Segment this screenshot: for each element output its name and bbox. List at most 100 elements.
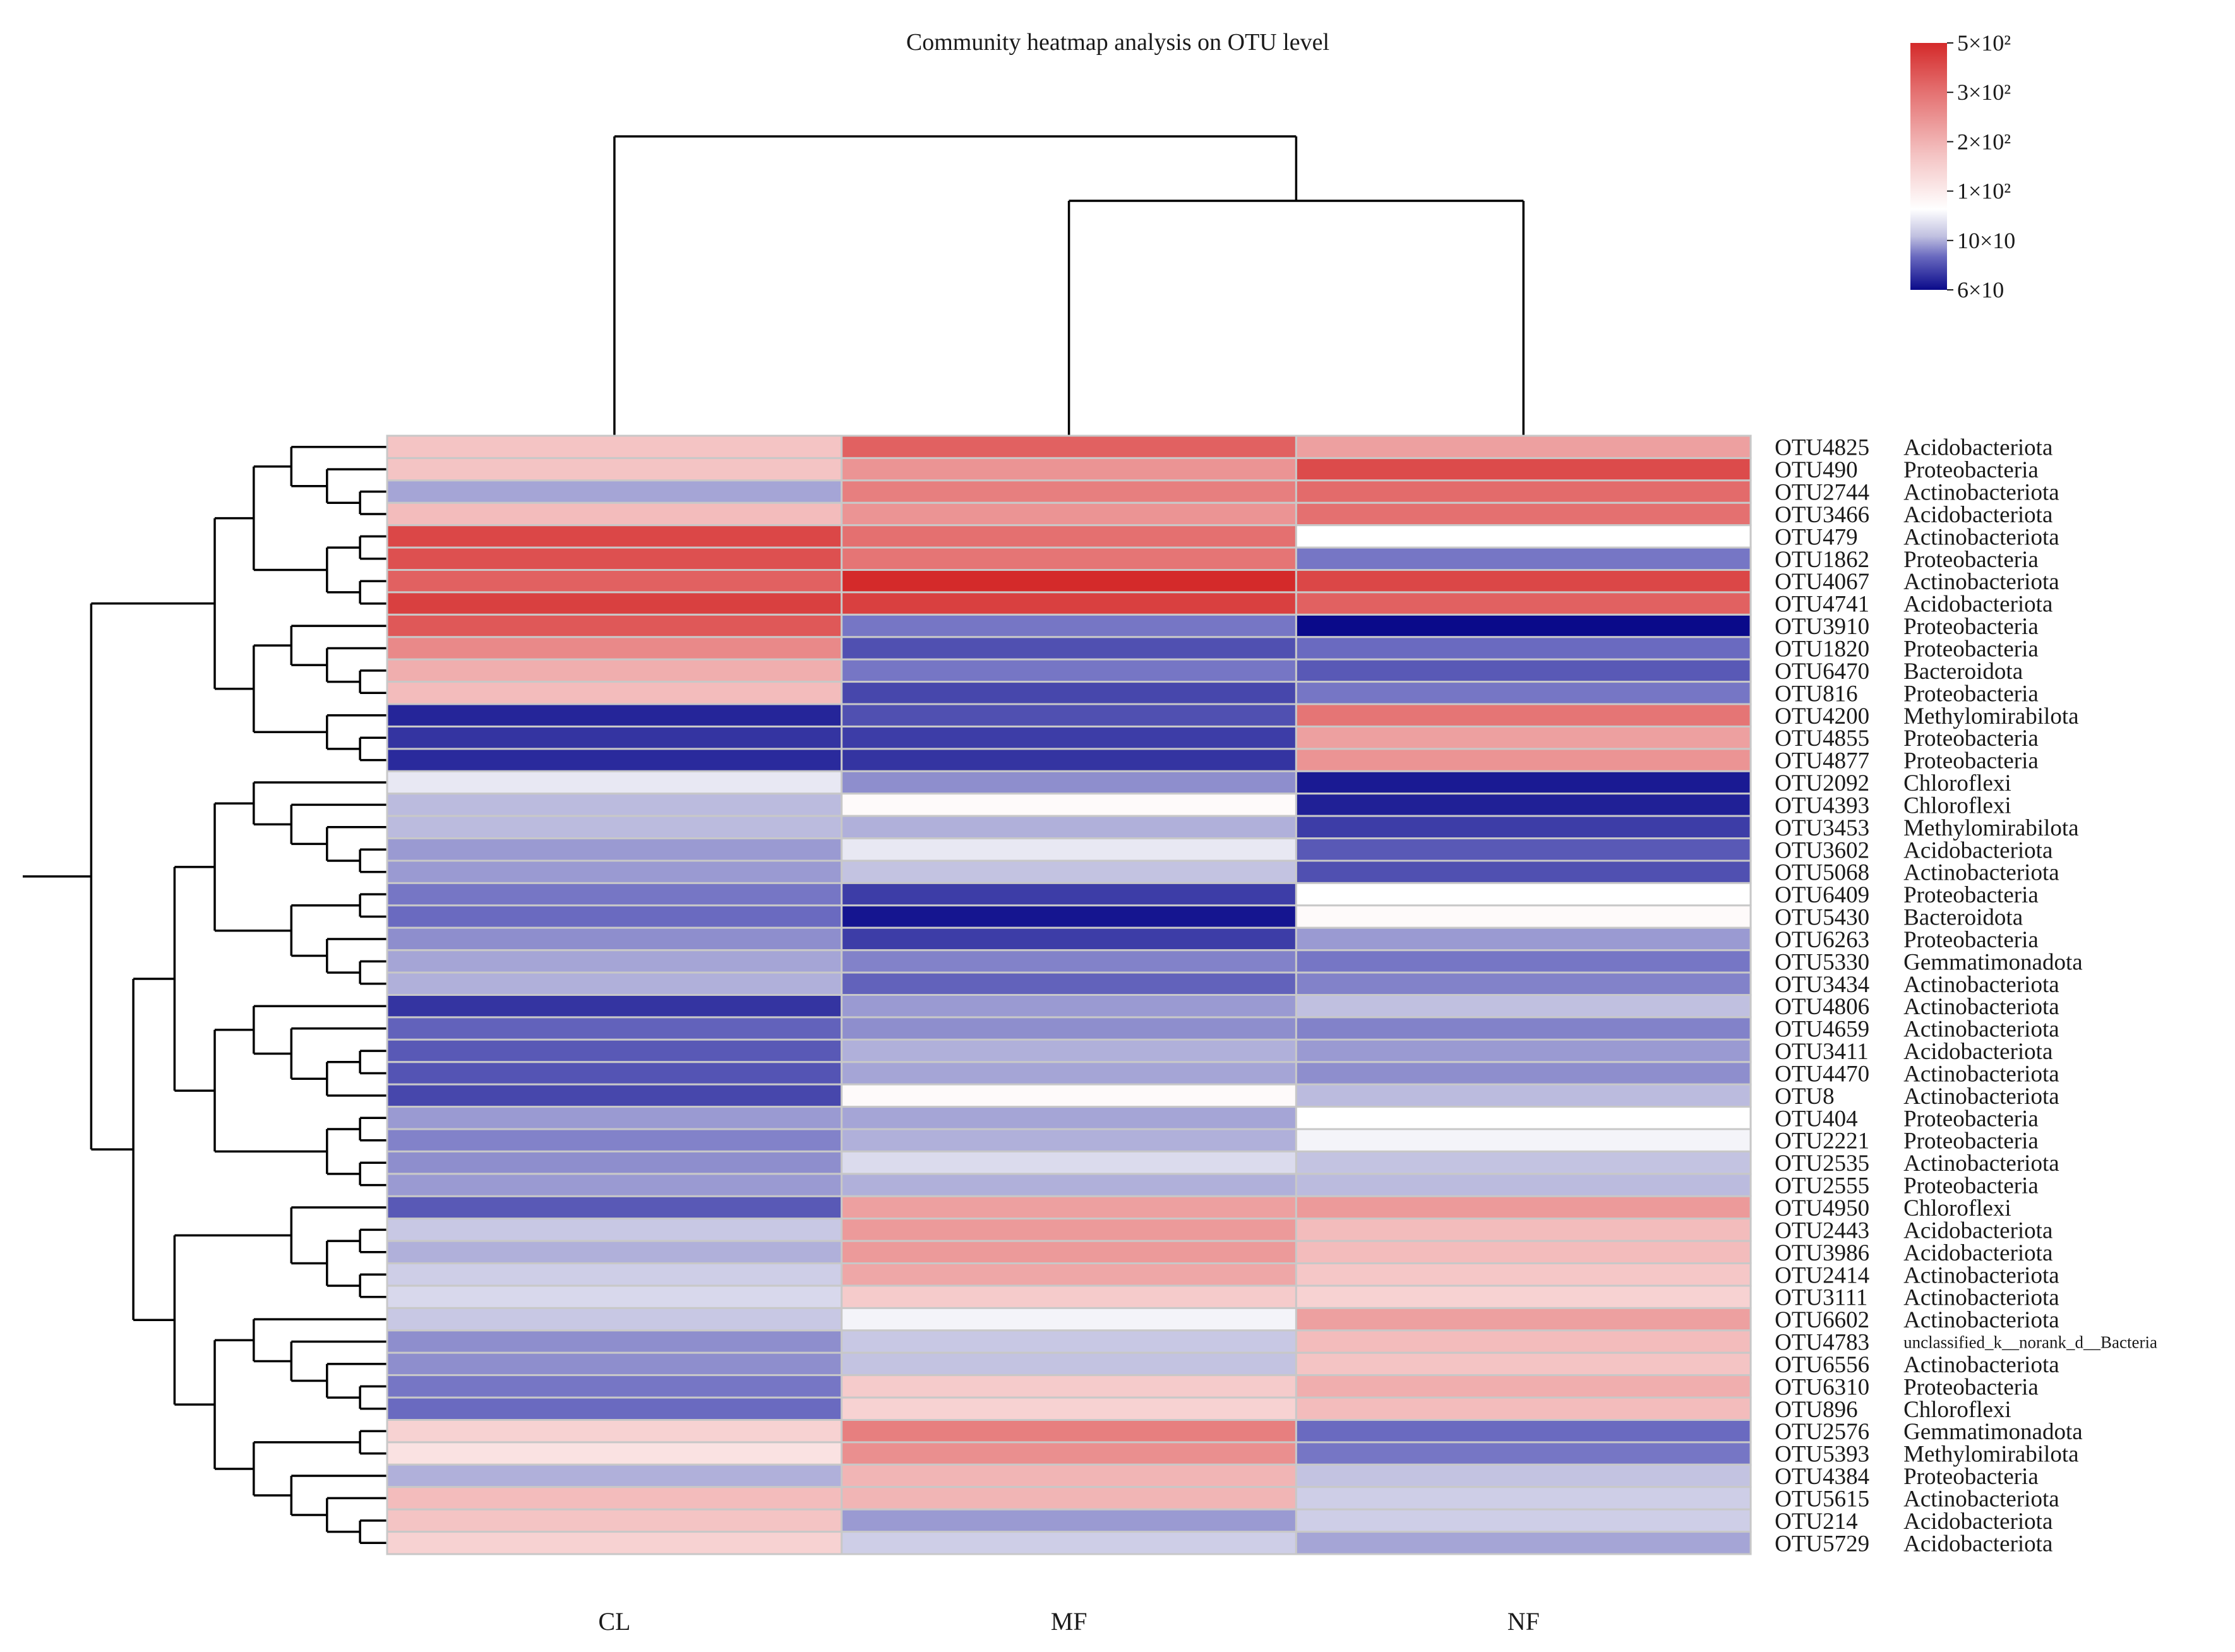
row-label-otu: OTU2576 (1775, 1419, 1869, 1445)
heatmap-cell (1295, 1061, 1752, 1086)
heatmap-cell (386, 1262, 843, 1287)
heatmap-cell (841, 1307, 1297, 1332)
row-label-phylum: Actinobacteriota (1903, 1307, 2059, 1333)
row-label-phylum: Actinobacteriota (1903, 1084, 2059, 1110)
row-label-phylum: Actinobacteriota (1903, 860, 2059, 886)
heatmap-cell (386, 1486, 843, 1511)
heatmap-cell (841, 1441, 1297, 1466)
heatmap-cell (1295, 815, 1752, 839)
heatmap-cell (386, 882, 843, 907)
heatmap-cell (841, 1508, 1297, 1533)
legend-label: 3×10² (1957, 80, 2011, 105)
heatmap-cell (841, 1262, 1297, 1287)
row-label-otu: OTU3466 (1775, 502, 1869, 528)
heatmap-cell (841, 613, 1297, 638)
heatmap-cell (386, 1218, 843, 1242)
heatmap-cell (1295, 434, 1752, 459)
row-label-phylum: Methylomirabilota (1903, 703, 2078, 729)
heatmap-cell (1295, 837, 1752, 862)
row-label-phylum: Chloroflexi (1903, 1195, 2011, 1221)
heatmap-cell (1295, 1531, 1752, 1555)
row-label-otu: OTU490 (1775, 457, 1858, 483)
heatmap-cell (841, 1061, 1297, 1086)
heatmap-cell (1295, 926, 1752, 952)
heatmap-cells (386, 434, 1752, 1555)
heatmap-cell (1295, 770, 1752, 795)
heatmap-cell (841, 1419, 1297, 1444)
heatmap-cell (841, 479, 1297, 504)
row-label-phylum: unclassified_k__norank_d__Bacteria (1903, 1333, 2157, 1352)
heatmap-cell (386, 1374, 843, 1399)
heatmap-cell (386, 1307, 843, 1332)
heatmap-cell (841, 1038, 1297, 1063)
heatmap-cell (386, 815, 843, 839)
row-labels: OTU4825 Acidobacteriota OTU490 Proteobacter… (1775, 435, 2157, 1557)
row-label-otu: OTU3602 (1775, 837, 1869, 863)
row-label-otu: OTU3910 (1775, 614, 1869, 640)
row-label-phylum: Proteobacteria (1903, 457, 2039, 483)
row-label-phylum: Acidobacteriota (1903, 1531, 2052, 1557)
heatmap-cell (841, 859, 1297, 884)
row-label-phylum: Actinobacteriota (1903, 524, 2059, 550)
heatmap-cell (386, 569, 843, 594)
row-label-phylum: Actinobacteriota (1903, 1017, 2059, 1043)
row-label-otu: OTU3453 (1775, 815, 1869, 841)
heatmap-cell (1295, 1195, 1752, 1220)
row-label-otu: OTU1820 (1775, 637, 1869, 662)
row-label-phylum: Actinobacteriota (1903, 480, 2059, 506)
heatmap-cell (841, 658, 1297, 683)
heatmap-cell (841, 1106, 1297, 1130)
row-label-phylum: Acidobacteriota (1903, 1240, 2052, 1266)
row-label-phylum: Actinobacteriota (1903, 1151, 2059, 1176)
heatmap-cell (386, 613, 843, 638)
heatmap-cell (386, 770, 843, 795)
row-label-phylum: Actinobacteriota (1903, 1062, 2059, 1087)
row-label-phylum: Proteobacteria (1903, 1464, 2039, 1490)
heatmap-cell (386, 971, 843, 996)
row-label-otu: OTU3986 (1775, 1240, 1869, 1266)
heatmap-cell (841, 434, 1297, 459)
heatmap-cell (1295, 613, 1752, 638)
row-label-otu: OTU1862 (1775, 547, 1869, 573)
row-label-phylum: Chloroflexi (1903, 770, 2011, 796)
row-label-phylum: Bacteroidota (1903, 659, 2023, 685)
heatmap-cell (386, 926, 843, 952)
row-label-phylum: Actinobacteriota (1903, 1486, 2059, 1512)
heatmap-cell (841, 926, 1297, 952)
heatmap-cell (1295, 1038, 1752, 1063)
heatmap-cell (386, 1531, 843, 1555)
heatmap-cell (841, 837, 1297, 862)
row-label-phylum: Proteobacteria (1903, 614, 2039, 640)
heatmap-cell (841, 703, 1297, 727)
heatmap-cell (1295, 479, 1752, 504)
row-label-otu: OTU5393 (1775, 1442, 1869, 1468)
heatmap-cell (841, 726, 1297, 750)
column-dendrogram (613, 135, 1525, 436)
heatmap-cell (841, 1463, 1297, 1488)
row-label-otu: OTU2443 (1775, 1218, 1869, 1243)
row-label-phylum: Proteobacteria (1903, 1173, 2039, 1199)
row-label-phylum: Proteobacteria (1903, 927, 2039, 953)
heatmap-cell (841, 681, 1297, 705)
heatmap-cell (1295, 1486, 1752, 1511)
color-legend: 5×10² 3×10² 2×10² 1×10² 10×10 6×10 (1910, 30, 2015, 302)
heatmap-cell (841, 1351, 1297, 1377)
heatmap-cell (841, 1195, 1297, 1220)
heatmap-cell (841, 971, 1297, 996)
heatmap-cell (1295, 1441, 1752, 1466)
heatmap-cell (386, 1351, 843, 1377)
heatmap-cell (386, 681, 843, 705)
heatmap-cell (1295, 681, 1752, 705)
heatmap-cell (1295, 859, 1752, 884)
heatmap-cell (386, 793, 843, 817)
heatmap-cell (1295, 569, 1752, 594)
heatmap-cell (841, 1531, 1297, 1555)
heatmap-cell (386, 479, 843, 504)
row-label-phylum: Actinobacteriota (1903, 1352, 2059, 1378)
heatmap-cell (386, 1128, 843, 1152)
column-label: CL (598, 1607, 630, 1636)
heatmap-cell (1295, 457, 1752, 482)
heatmap-cell (841, 1284, 1297, 1309)
row-label-otu: OTU5615 (1775, 1486, 1869, 1512)
